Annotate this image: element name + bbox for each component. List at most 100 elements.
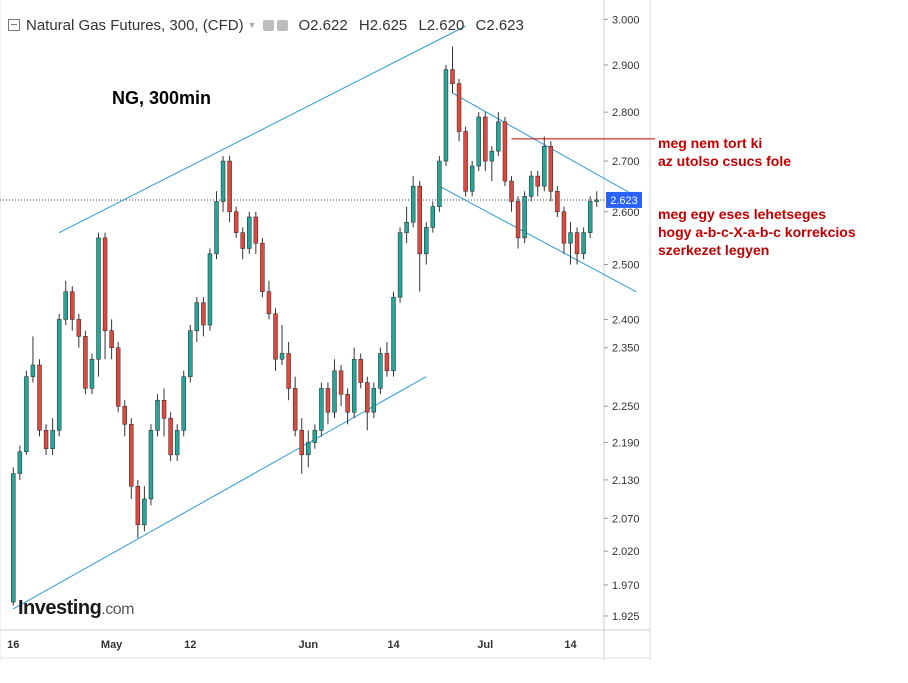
candle-body[interactable] bbox=[122, 405, 127, 425]
candle-body[interactable] bbox=[201, 302, 206, 326]
settings-icon[interactable] bbox=[276, 19, 288, 31]
candle-body[interactable] bbox=[233, 211, 239, 233]
candle-body[interactable] bbox=[292, 388, 298, 431]
candle-body[interactable] bbox=[207, 253, 213, 326]
candle-body[interactable] bbox=[279, 353, 285, 360]
candle-body[interactable] bbox=[194, 302, 200, 331]
candle-body[interactable] bbox=[266, 291, 272, 315]
candle-body[interactable] bbox=[76, 319, 82, 337]
candle-body[interactable] bbox=[528, 175, 534, 197]
candle-body[interactable] bbox=[50, 430, 55, 449]
candle-body[interactable] bbox=[155, 399, 160, 431]
y-tick-label: 2.400 bbox=[612, 314, 640, 326]
candle-body[interactable] bbox=[43, 430, 49, 449]
candle-body[interactable] bbox=[456, 83, 462, 132]
candle-body[interactable] bbox=[358, 358, 363, 383]
channel-line-rising-lower[interactable] bbox=[13, 376, 427, 610]
candle-body[interactable] bbox=[378, 353, 383, 389]
candle-body[interactable] bbox=[174, 430, 180, 456]
candle-body[interactable] bbox=[548, 145, 554, 192]
candle-body[interactable] bbox=[188, 330, 193, 377]
chevron-down-icon[interactable]: ▼ bbox=[247, 20, 257, 30]
candle-body[interactable] bbox=[417, 185, 422, 255]
candle-body[interactable] bbox=[568, 232, 573, 244]
candle-body[interactable] bbox=[17, 451, 23, 474]
candle-body[interactable] bbox=[11, 473, 16, 603]
candle-body[interactable] bbox=[56, 319, 62, 431]
symbol-title[interactable]: Natural Gas Futures, 300, (CFD) bbox=[26, 16, 244, 34]
candle-body[interactable] bbox=[483, 116, 488, 162]
candle-body[interactable] bbox=[312, 430, 318, 443]
candle-body[interactable] bbox=[142, 498, 147, 526]
candle-body[interactable] bbox=[581, 232, 586, 255]
candle-body[interactable] bbox=[273, 313, 278, 360]
candle-body[interactable] bbox=[496, 121, 501, 152]
candle-body[interactable] bbox=[325, 388, 331, 413]
candle-body[interactable] bbox=[509, 180, 514, 202]
candle-body[interactable] bbox=[397, 232, 403, 298]
candle-body[interactable] bbox=[489, 150, 495, 162]
candle-body[interactable] bbox=[129, 423, 134, 487]
candle-body[interactable] bbox=[561, 211, 567, 244]
candle-body[interactable] bbox=[502, 121, 508, 182]
candle-body[interactable] bbox=[89, 358, 95, 389]
candle-body[interactable] bbox=[319, 388, 324, 431]
candle-body[interactable] bbox=[338, 370, 344, 395]
candle-body[interactable] bbox=[299, 430, 304, 456]
visibility-icon[interactable] bbox=[262, 19, 274, 31]
candle-body[interactable] bbox=[587, 201, 593, 233]
collapse-icon[interactable] bbox=[8, 19, 20, 31]
candle-body[interactable] bbox=[168, 417, 173, 456]
candle-body[interactable] bbox=[332, 370, 337, 413]
candle-body[interactable] bbox=[404, 221, 409, 233]
candle-body[interactable] bbox=[181, 376, 186, 431]
candle-body[interactable] bbox=[253, 216, 259, 244]
candle-body[interactable] bbox=[351, 358, 357, 413]
candle-body[interactable] bbox=[260, 242, 265, 292]
candle-body[interactable] bbox=[515, 201, 521, 239]
candle-body[interactable] bbox=[115, 347, 121, 407]
candle-body[interactable] bbox=[24, 376, 29, 453]
candle-body[interactable] bbox=[109, 330, 114, 348]
candle-body[interactable] bbox=[63, 291, 68, 320]
candle-body[interactable] bbox=[161, 399, 167, 419]
candle-body[interactable] bbox=[463, 131, 468, 192]
candle-body[interactable] bbox=[148, 430, 154, 500]
candle-body[interactable] bbox=[240, 232, 245, 249]
candle-body[interactable] bbox=[384, 353, 390, 372]
candle-body[interactable] bbox=[430, 206, 436, 228]
candle-body[interactable] bbox=[469, 165, 475, 192]
candle-body[interactable] bbox=[102, 237, 108, 331]
candle-body[interactable] bbox=[476, 116, 481, 167]
candle-body[interactable] bbox=[574, 232, 580, 255]
channel-line-falling-lower[interactable] bbox=[439, 185, 637, 293]
candle-body[interactable] bbox=[135, 485, 141, 526]
candle-body[interactable] bbox=[437, 160, 442, 207]
candle-body[interactable] bbox=[424, 227, 429, 255]
candle-body[interactable] bbox=[227, 160, 232, 213]
candle-body[interactable] bbox=[30, 364, 36, 377]
candle-body[interactable] bbox=[410, 185, 416, 223]
candle-body[interactable] bbox=[443, 69, 449, 162]
candle-body[interactable] bbox=[522, 196, 527, 239]
candle-body[interactable] bbox=[345, 394, 350, 413]
candle-body[interactable] bbox=[371, 388, 377, 413]
candle-body[interactable] bbox=[535, 175, 540, 187]
candle-body[interactable] bbox=[450, 69, 455, 84]
candle-body[interactable] bbox=[220, 160, 226, 202]
candle-body[interactable] bbox=[594, 199, 599, 202]
candle-body[interactable] bbox=[542, 145, 547, 187]
candle-body[interactable] bbox=[83, 336, 88, 389]
candle-body[interactable] bbox=[96, 237, 101, 360]
candle-body[interactable] bbox=[247, 216, 252, 249]
candle-body[interactable] bbox=[391, 296, 396, 372]
candle-body[interactable] bbox=[37, 364, 42, 431]
candle-body[interactable] bbox=[365, 382, 370, 413]
candle-body[interactable] bbox=[70, 291, 75, 320]
candle-body[interactable] bbox=[555, 191, 560, 213]
candle-body[interactable] bbox=[306, 442, 311, 456]
channel-line-rising-upper[interactable] bbox=[58, 25, 466, 234]
candle-body[interactable] bbox=[214, 201, 219, 255]
candle-body[interactable] bbox=[286, 353, 291, 389]
